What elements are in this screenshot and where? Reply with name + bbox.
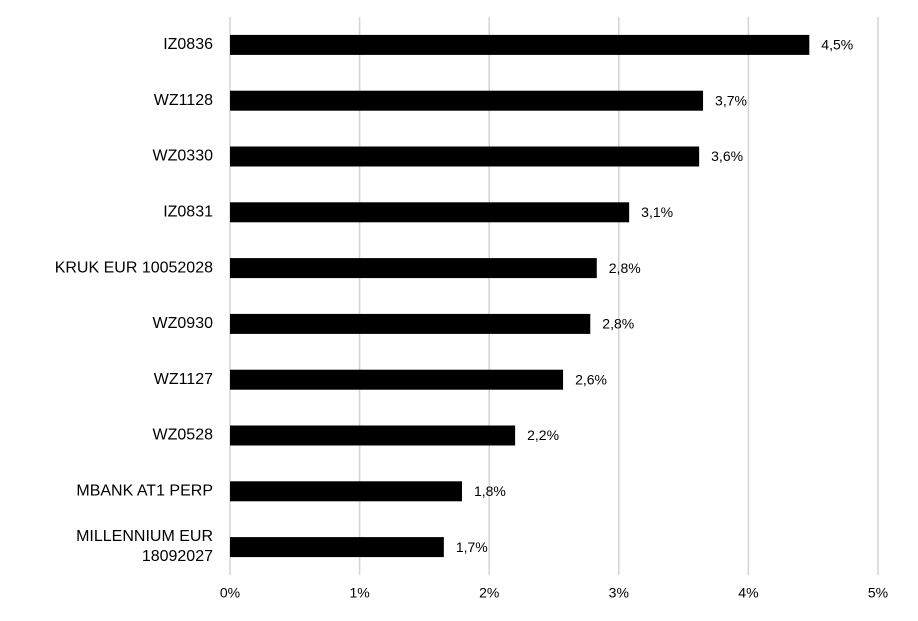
value-label: 1,7%	[456, 539, 488, 555]
value-label: 2,6%	[575, 371, 607, 387]
y-tick-label: MBANK AT1 PERP	[76, 483, 213, 500]
y-tick-label: IZ0836	[163, 36, 213, 53]
bar	[230, 90, 704, 111]
value-label: 3,1%	[641, 204, 673, 220]
x-tick-label: 1%	[349, 585, 369, 601]
bar	[230, 425, 516, 446]
bar	[230, 202, 630, 223]
value-label: 3,7%	[715, 92, 747, 108]
y-tick-label: WZ0330	[153, 148, 214, 165]
value-label: 1,8%	[474, 483, 506, 499]
x-tick-label: 5%	[868, 585, 888, 601]
x-tick-label: 2%	[479, 585, 499, 601]
bar	[230, 34, 810, 55]
bar	[230, 258, 597, 279]
value-label: 3,6%	[711, 148, 743, 164]
y-tick-label: WZ0528	[153, 427, 214, 444]
y-tick-label: KRUK EUR 10052028	[55, 259, 213, 276]
value-label: 4,5%	[821, 37, 853, 53]
value-label: 2,8%	[609, 260, 641, 276]
y-tick-label: MILLENNIUM EUR 18092027	[76, 528, 213, 565]
y-tick-label: WZ1127	[154, 371, 213, 388]
bar	[230, 537, 444, 558]
x-tick-label: 3%	[609, 585, 629, 601]
bar	[230, 481, 462, 502]
x-tick-label: 4%	[738, 585, 758, 601]
bar	[230, 146, 700, 167]
y-tick-label: WZ1128	[154, 92, 213, 109]
bar	[230, 369, 564, 390]
y-tick-label: WZ0930	[153, 315, 214, 332]
x-tick-label: 0%	[220, 585, 240, 601]
value-label: 2,8%	[602, 316, 634, 332]
bar	[230, 313, 591, 334]
y-tick-label: IZ0831	[163, 204, 213, 221]
value-label: 2,2%	[527, 427, 559, 443]
